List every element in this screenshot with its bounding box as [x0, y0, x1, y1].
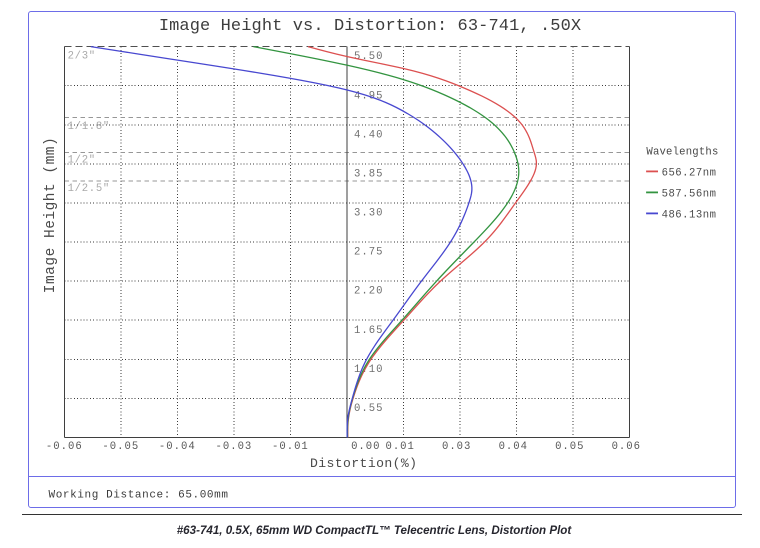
- svg-text:-0.01: -0.01: [272, 441, 309, 453]
- svg-text:4.40: 4.40: [354, 129, 383, 141]
- svg-text:-0.04: -0.04: [159, 441, 196, 453]
- svg-text:2.75: 2.75: [354, 247, 383, 259]
- svg-text:1/2.5": 1/2.5": [68, 183, 110, 195]
- svg-text:0.06: 0.06: [612, 441, 641, 453]
- svg-text:656.27nm: 656.27nm: [662, 167, 717, 179]
- svg-text:1/2": 1/2": [68, 155, 96, 167]
- svg-text:1/1.8": 1/1.8": [68, 121, 110, 133]
- svg-text:0.04: 0.04: [499, 441, 528, 453]
- svg-text:-0.03: -0.03: [216, 441, 253, 453]
- svg-text:2.20: 2.20: [354, 286, 383, 298]
- svg-text:-0.06: -0.06: [46, 441, 83, 453]
- svg-text:0.55: 0.55: [354, 403, 383, 415]
- svg-text:-0.05: -0.05: [102, 441, 139, 453]
- svg-text:Wavelengths: Wavelengths: [646, 147, 718, 159]
- svg-text:0.00: 0.00: [351, 441, 380, 453]
- svg-text:Distortion(%): Distortion(%): [310, 456, 417, 471]
- svg-text:Image Height vs. Distortion: 6: Image Height vs. Distortion: 63-741, .50…: [159, 17, 581, 36]
- svg-text:3.30: 3.30: [354, 208, 383, 220]
- svg-text:0.03: 0.03: [442, 441, 471, 453]
- svg-text:1.10: 1.10: [354, 364, 383, 376]
- svg-text:0.05: 0.05: [555, 441, 584, 453]
- svg-text:Working Distance: 65.00mm: Working Distance: 65.00mm: [49, 490, 229, 502]
- svg-text:3.85: 3.85: [354, 169, 383, 181]
- svg-text:Image Height (mm): Image Height (mm): [43, 137, 59, 293]
- svg-text:587.56nm: 587.56nm: [662, 188, 717, 200]
- svg-text:0.01: 0.01: [385, 441, 414, 453]
- svg-text:2/3": 2/3": [68, 50, 96, 62]
- svg-text:486.13nm: 486.13nm: [662, 209, 717, 221]
- svg-text:1.65: 1.65: [354, 325, 383, 337]
